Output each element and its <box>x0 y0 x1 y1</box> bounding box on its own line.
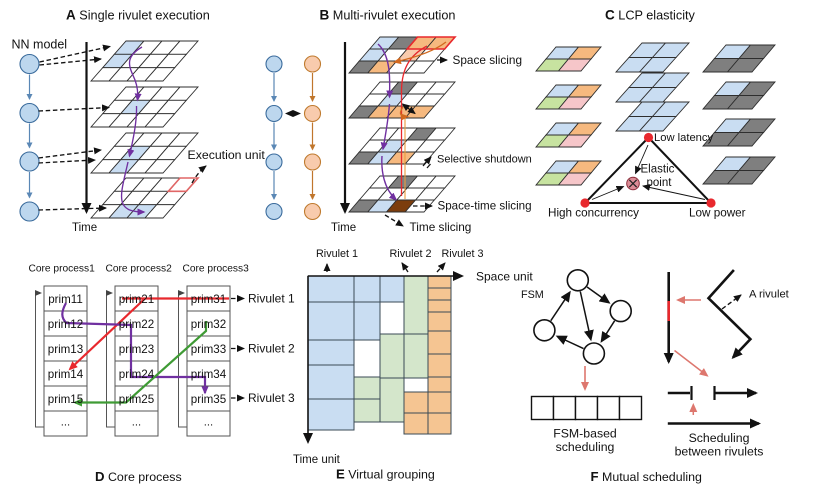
svg-text:prim31: prim31 <box>191 293 226 306</box>
svg-text:Rivulet 1: Rivulet 1 <box>248 292 295 306</box>
svg-text:A Single rivulet execution: A Single rivulet execution <box>66 8 210 23</box>
svg-text:prim34: prim34 <box>191 368 227 381</box>
svg-text:...: ... <box>132 417 141 429</box>
svg-text:Elastic: Elastic <box>641 164 675 176</box>
svg-text:Space slicing: Space slicing <box>453 53 523 67</box>
svg-text:prim15: prim15 <box>48 393 83 406</box>
svg-text:prim35: prim35 <box>191 393 226 406</box>
svg-text:Low latency: Low latency <box>654 132 713 144</box>
svg-text:Rivulet 1: Rivulet 1 <box>316 248 358 260</box>
svg-text:Rivulet 2: Rivulet 2 <box>390 248 432 260</box>
svg-text:Space-time slicing: Space-time slicing <box>438 200 532 213</box>
svg-text:prim11: prim11 <box>48 293 83 306</box>
svg-text:FSM-based: FSM-based <box>553 427 617 441</box>
svg-text:prim22: prim22 <box>119 318 154 331</box>
svg-text:Time: Time <box>331 222 356 234</box>
svg-text:Rivulet 3: Rivulet 3 <box>442 248 484 260</box>
svg-text:E Virtual grouping: E Virtual grouping <box>336 467 435 482</box>
svg-text:Rivulet 3: Rivulet 3 <box>248 391 295 405</box>
svg-text:D Core process: D Core process <box>95 469 182 484</box>
svg-text:Core process3: Core process3 <box>183 264 250 275</box>
svg-text:Scheduling: Scheduling <box>689 431 750 445</box>
svg-text:between rivulets: between rivulets <box>675 445 764 459</box>
svg-text:prim13: prim13 <box>48 343 83 356</box>
svg-text:B Multi-rivulet execution: B Multi-rivulet execution <box>320 8 456 23</box>
svg-text:C LCP elasticity: C LCP elasticity <box>605 8 696 23</box>
svg-text:...: ... <box>61 417 70 429</box>
svg-text:F Mutual scheduling: F Mutual scheduling <box>591 469 702 484</box>
svg-text:Time unit: Time unit <box>293 454 341 466</box>
svg-text:Time slicing: Time slicing <box>410 220 472 234</box>
svg-text:FSM: FSM <box>521 289 544 301</box>
svg-text:High concurrency: High concurrency <box>548 207 639 220</box>
svg-text:Core process2: Core process2 <box>106 264 173 275</box>
svg-text:Time: Time <box>72 222 97 234</box>
svg-text:...: ... <box>204 417 213 429</box>
svg-text:point: point <box>647 177 673 189</box>
svg-text:Selective shutdown: Selective shutdown <box>437 154 532 166</box>
svg-text:Low power: Low power <box>689 207 746 220</box>
svg-text:prim21: prim21 <box>119 293 154 306</box>
svg-text:prim33: prim33 <box>191 343 226 356</box>
svg-text:A rivulet: A rivulet <box>749 289 790 301</box>
svg-text:scheduling: scheduling <box>556 440 615 454</box>
svg-text:prim23: prim23 <box>119 343 154 356</box>
svg-text:prim24: prim24 <box>119 368 155 381</box>
svg-text:prim25: prim25 <box>119 393 154 406</box>
svg-text:prim14: prim14 <box>48 368 84 381</box>
svg-text:NN model: NN model <box>12 38 68 52</box>
svg-text:prim32: prim32 <box>191 318 226 331</box>
svg-text:prim12: prim12 <box>48 318 83 331</box>
svg-text:Core process1: Core process1 <box>29 264 96 275</box>
svg-text:Execution unit: Execution unit <box>188 148 266 162</box>
svg-text:Rivulet 2: Rivulet 2 <box>248 342 295 356</box>
svg-text:Space unit: Space unit <box>476 270 533 284</box>
